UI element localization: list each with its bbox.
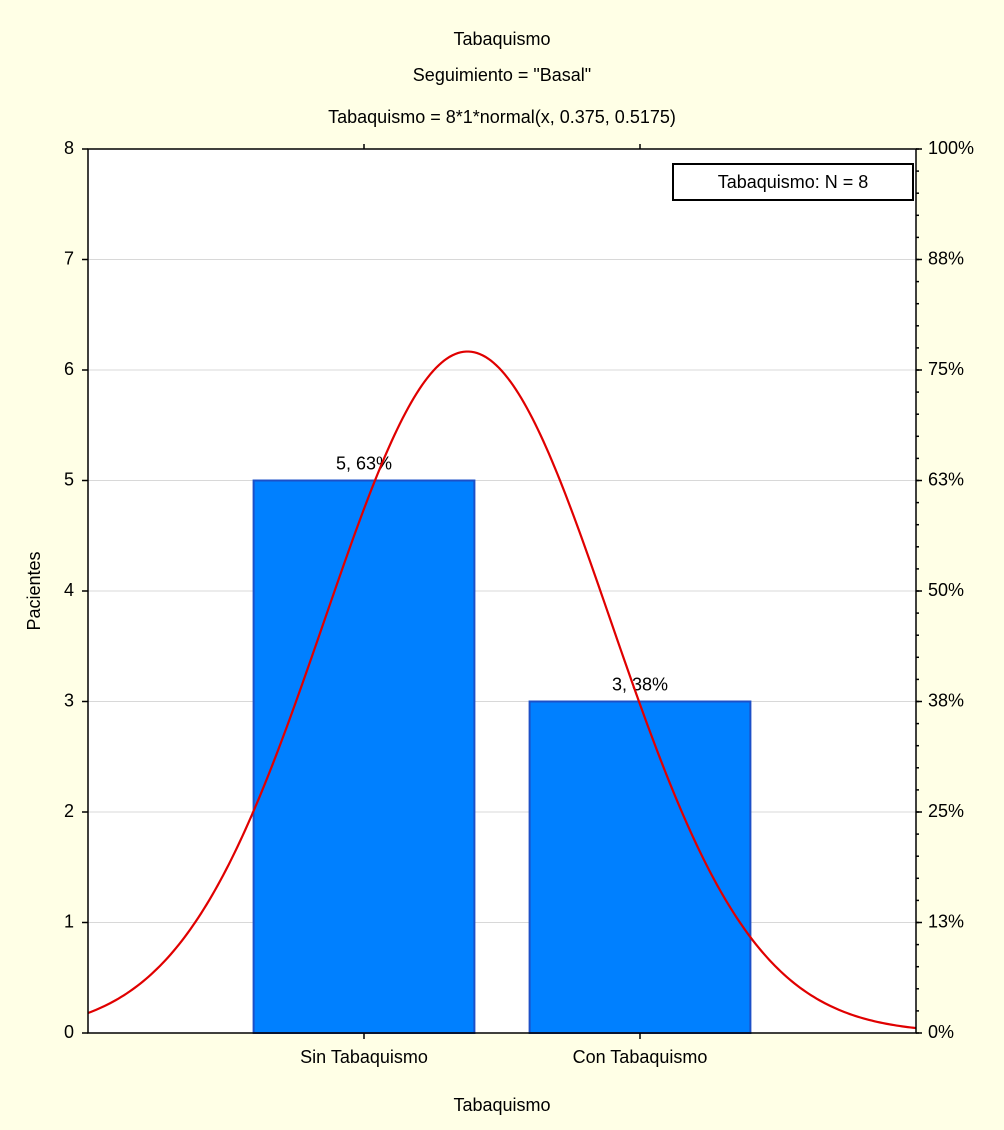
legend-box: [672, 163, 914, 201]
y-tick-label: 3: [64, 690, 74, 710]
y-tick-label: 1: [64, 911, 74, 931]
y-tick-label: 7: [64, 248, 74, 268]
y2-tick-label: 100%: [928, 138, 974, 158]
y-tick-label: 6: [64, 359, 74, 379]
legend-text: Tabaquismo: N = 8: [718, 172, 869, 192]
normal-curve: [87, 350, 917, 1030]
y2-tick-label: 0%: [928, 1022, 954, 1042]
y-tick-label: 4: [64, 580, 74, 600]
y2-tick-label: 25%: [928, 801, 964, 821]
y2-tick-label: 50%: [928, 580, 964, 600]
y2-tick-label: 88%: [928, 248, 964, 268]
x-axis-label: Tabaquismo: [453, 1095, 550, 1115]
y2-tick-label: 75%: [928, 359, 964, 379]
bar: [528, 700, 752, 1034]
plot-frame: [87, 148, 917, 1034]
chart-subtitle: Seguimiento = "Basal": [413, 65, 591, 85]
bar: [252, 479, 476, 1034]
y2-tick-label: 38%: [928, 690, 964, 710]
y-axis-label: Pacientes: [24, 551, 44, 630]
chart-title: Tabaquismo: [453, 29, 550, 49]
y-tick-label: 8: [64, 138, 74, 158]
y-tick-label: 5: [64, 469, 74, 489]
y2-tick-label: 13%: [928, 911, 964, 931]
x-tick-label: Sin Tabaquismo: [300, 1047, 428, 1067]
fit-label: Tabaquismo = 8*1*normal(x, 0.375, 0.5175…: [328, 107, 676, 127]
y2-tick-label: 63%: [928, 469, 964, 489]
x-tick-label: Con Tabaquismo: [573, 1047, 708, 1067]
value-label: 5, 63%: [336, 453, 392, 473]
y-tick-label: 0: [64, 1022, 74, 1042]
y-tick-label: 2: [64, 801, 74, 821]
plot-layer: 0 1 2 3 4 5 6 7 8 0% 13% 25% 38% 50% 63% 75% 88% 100% 5, 6…: [64, 138, 974, 1067]
value-label: 3, 38%: [612, 674, 668, 694]
